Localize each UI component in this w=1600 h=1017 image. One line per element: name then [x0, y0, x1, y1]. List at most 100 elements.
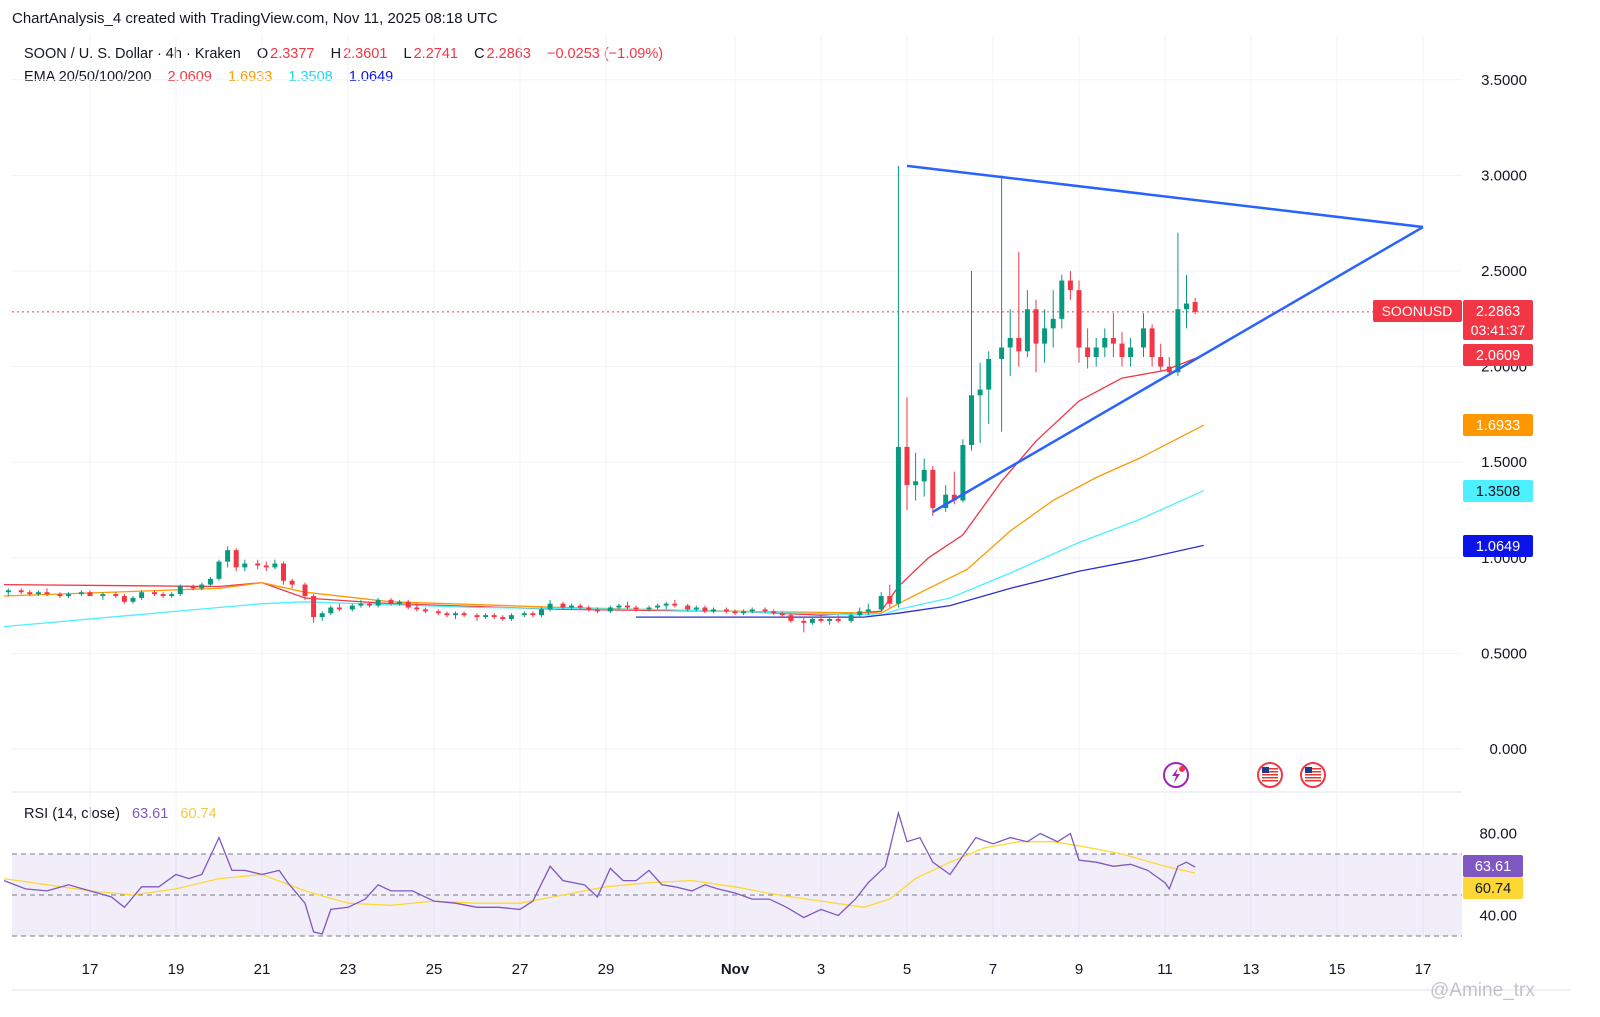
- candle-body: [607, 607, 613, 612]
- candle-body: [741, 611, 747, 614]
- candle-body: [594, 609, 600, 612]
- ema-label[interactable]: EMA 20/50/100/200: [24, 69, 152, 85]
- candle-body: [530, 613, 536, 616]
- watermark: @Amine_trx: [1430, 980, 1535, 1001]
- close-label: C: [474, 46, 485, 62]
- candle-body: [130, 597, 136, 602]
- candle-body: [749, 609, 755, 612]
- candle-body: [1076, 290, 1082, 348]
- rsi-legend: RSI (14, close) 63.61 60.74: [24, 806, 217, 822]
- event-dot: [1179, 766, 1185, 772]
- ema-badge: [1463, 535, 1533, 557]
- time-tick-label: 3: [817, 961, 825, 978]
- time-tick-label: 21: [254, 961, 271, 978]
- time-tick-label: 17: [82, 961, 99, 978]
- candle-body: [633, 607, 639, 610]
- symbol-name[interactable]: SOON / U. S. Dollar · 4h · Kraken: [24, 46, 241, 62]
- flag-stripe: [1305, 771, 1321, 773]
- candle-body: [397, 601, 403, 604]
- time-tick-label: 17: [1415, 961, 1432, 978]
- time-tick-label: 27: [512, 961, 529, 978]
- candle-body: [663, 603, 669, 606]
- flag-stripe: [1262, 774, 1278, 776]
- candle-body: [878, 596, 884, 610]
- candle-body: [375, 599, 381, 606]
- candle-body: [100, 594, 106, 597]
- candle-body: [500, 617, 506, 619]
- price-tick-label: 0.5000: [1481, 645, 1527, 662]
- time-tick-label: 11: [1157, 961, 1173, 978]
- candle-body: [801, 620, 807, 623]
- triangle-trendline: [932, 225, 1424, 513]
- candle-body: [732, 611, 738, 614]
- countdown-badge-value: 03:41:37: [1471, 322, 1526, 338]
- rsi-badge-value: 60.74: [1475, 881, 1511, 897]
- candle-body: [960, 444, 966, 501]
- flag-stripe: [1305, 780, 1321, 782]
- candle-body: [483, 615, 489, 618]
- flag-stripe: [1305, 777, 1321, 779]
- candle-body: [711, 609, 716, 612]
- candle-body: [169, 594, 175, 597]
- price-tick-label: 3.0000: [1481, 167, 1527, 184]
- candle-body: [951, 494, 957, 501]
- candle-body: [1166, 366, 1172, 373]
- candle-body: [319, 613, 325, 618]
- flag-canton: [1305, 767, 1312, 773]
- rsi-label[interactable]: RSI (14, close): [24, 806, 120, 822]
- candle-body: [491, 615, 497, 618]
- candle-body: [358, 603, 364, 606]
- candle-body: [999, 347, 1005, 359]
- axes: 3.50003.00002.50002.00001.50001.00000.50…: [82, 72, 1527, 978]
- candle-body: [233, 550, 239, 568]
- chart-grid: [12, 36, 1570, 991]
- flag-stripe: [1262, 768, 1278, 770]
- ema50-line: [3, 424, 1204, 614]
- candle-body: [685, 605, 691, 610]
- rsi-ma-line: [3, 841, 1196, 908]
- candle-body: [693, 607, 699, 610]
- candle-body: [835, 618, 841, 621]
- candle-body: [349, 605, 355, 610]
- candle-body: [1119, 343, 1125, 358]
- candle-body: [422, 609, 428, 612]
- candle-body: [508, 615, 514, 619]
- candle-body: [216, 561, 222, 579]
- low-value: 2.2741: [413, 46, 458, 62]
- us-flag-icon: [1300, 762, 1326, 788]
- candle-body: [152, 592, 157, 595]
- us-flag-icon: [1257, 762, 1283, 788]
- ema200-value: 1.0649: [348, 69, 394, 85]
- candle-body: [388, 599, 394, 604]
- candle-body: [547, 603, 553, 610]
- candle-body: [1050, 318, 1056, 329]
- candle-body: [1175, 309, 1181, 373]
- high-label: H: [330, 46, 342, 62]
- ema20-value: 2.0609: [167, 69, 212, 85]
- rsi-ma-value: 60.74: [180, 806, 217, 822]
- candle-body: [18, 590, 24, 593]
- candle-body: [1149, 328, 1155, 358]
- candle-body: [887, 596, 893, 604]
- flag-stripe: [1262, 771, 1278, 773]
- time-tick-label: 5: [903, 961, 911, 978]
- ema-badge-value: 1.6933: [1476, 418, 1520, 434]
- candle-body: [539, 609, 544, 616]
- ema-badge-value: 2.0609: [1476, 348, 1520, 364]
- price-tick-label: 0.000: [1489, 741, 1527, 758]
- candle-body: [521, 613, 527, 616]
- candle-body: [921, 469, 927, 482]
- candle-body: [723, 609, 729, 612]
- candle-body: [1033, 309, 1039, 344]
- candle-body: [672, 603, 678, 606]
- ema200-line: [636, 544, 1204, 618]
- last-price-badge-value: 2.2863: [1476, 304, 1520, 320]
- candle-body: [44, 592, 50, 595]
- candle-body: [1184, 303, 1189, 310]
- time-tick-label: 19: [168, 961, 185, 978]
- candle-body: [1102, 337, 1108, 348]
- rsi-badge: [1463, 855, 1523, 877]
- chart-caption: ChartAnalysis_4 created with TradingView…: [12, 10, 498, 27]
- candle-body: [302, 584, 308, 597]
